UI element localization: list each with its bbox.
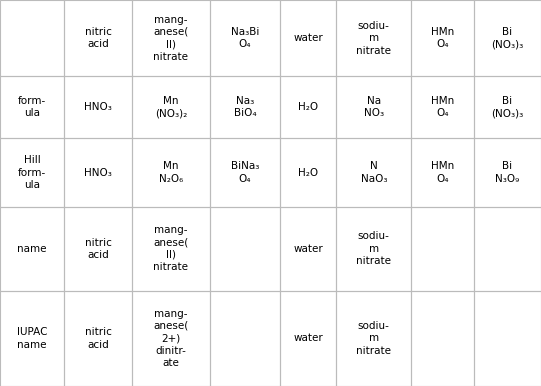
Text: form-
ula: form- ula (18, 96, 47, 119)
Text: Na₃Bi
O₄: Na₃Bi O₄ (231, 27, 259, 49)
Bar (473, 291, 541, 386)
Text: Mn
(NO₃)₂: Mn (NO₃)₂ (155, 96, 187, 119)
Text: water: water (294, 334, 324, 343)
Bar (210, 0, 280, 76)
Bar (280, 0, 337, 76)
Bar (210, 76, 280, 138)
Bar (337, 138, 411, 207)
Text: Na₃
BiO₄: Na₃ BiO₄ (234, 96, 256, 119)
Bar (337, 291, 411, 386)
Text: water: water (294, 33, 324, 43)
Bar (64, 0, 132, 76)
Text: H₂O: H₂O (298, 168, 319, 178)
Bar (64, 291, 132, 386)
Text: water: water (294, 244, 324, 254)
Bar (411, 291, 473, 386)
Text: HMn
O₄: HMn O₄ (431, 161, 454, 184)
Text: sodiu-
m
nitrate: sodiu- m nitrate (357, 321, 391, 356)
Bar (132, 0, 210, 76)
Text: Bi
(NO₃)₃: Bi (NO₃)₃ (491, 27, 523, 49)
Bar (411, 0, 473, 76)
Text: Bi
(NO₃)₃: Bi (NO₃)₃ (491, 96, 523, 119)
Text: H₂O: H₂O (298, 102, 319, 112)
Bar (337, 207, 411, 291)
Bar (473, 138, 541, 207)
Bar (473, 76, 541, 138)
Bar (0, 138, 64, 207)
Text: mang-
anese(
II)
nitrate: mang- anese( II) nitrate (153, 225, 188, 273)
Bar (64, 138, 132, 207)
Bar (210, 207, 280, 291)
Bar (0, 291, 64, 386)
Text: nitric
acid: nitric acid (85, 327, 111, 350)
Text: Mn
N₂O₆: Mn N₂O₆ (159, 161, 183, 184)
Text: Hill
form-
ula: Hill form- ula (18, 155, 47, 190)
Bar (337, 0, 411, 76)
Bar (280, 207, 337, 291)
Bar (132, 138, 210, 207)
Text: name: name (17, 244, 47, 254)
Bar (280, 76, 337, 138)
Text: mang-
anese(
2+)
dinitr-
ate: mang- anese( 2+) dinitr- ate (153, 308, 188, 368)
Bar (337, 76, 411, 138)
Bar (210, 138, 280, 207)
Text: nitric
acid: nitric acid (85, 27, 111, 49)
Text: HNO₃: HNO₃ (84, 168, 112, 178)
Text: sodiu-
m
nitrate: sodiu- m nitrate (357, 21, 391, 56)
Bar (132, 291, 210, 386)
Text: mang-
anese(
II)
nitrate: mang- anese( II) nitrate (153, 15, 188, 62)
Text: HMn
O₄: HMn O₄ (431, 27, 454, 49)
Text: nitric
acid: nitric acid (85, 237, 111, 260)
Bar (473, 207, 541, 291)
Text: N
NaO₃: N NaO₃ (360, 161, 387, 184)
Bar (473, 0, 541, 76)
Bar (0, 0, 64, 76)
Bar (411, 138, 473, 207)
Text: HMn
O₄: HMn O₄ (431, 96, 454, 119)
Bar (132, 207, 210, 291)
Bar (280, 291, 337, 386)
Text: Na
NO₃: Na NO₃ (364, 96, 384, 119)
Bar (0, 76, 64, 138)
Bar (411, 76, 473, 138)
Bar (0, 207, 64, 291)
Text: IUPAC
name: IUPAC name (17, 327, 48, 350)
Bar (411, 207, 473, 291)
Bar (280, 138, 337, 207)
Text: BiNa₃
O₄: BiNa₃ O₄ (231, 161, 259, 184)
Bar (132, 76, 210, 138)
Text: HNO₃: HNO₃ (84, 102, 112, 112)
Bar (210, 291, 280, 386)
Text: sodiu-
m
nitrate: sodiu- m nitrate (357, 231, 391, 266)
Bar (64, 76, 132, 138)
Bar (64, 207, 132, 291)
Text: Bi
N₃O₉: Bi N₃O₉ (495, 161, 519, 184)
